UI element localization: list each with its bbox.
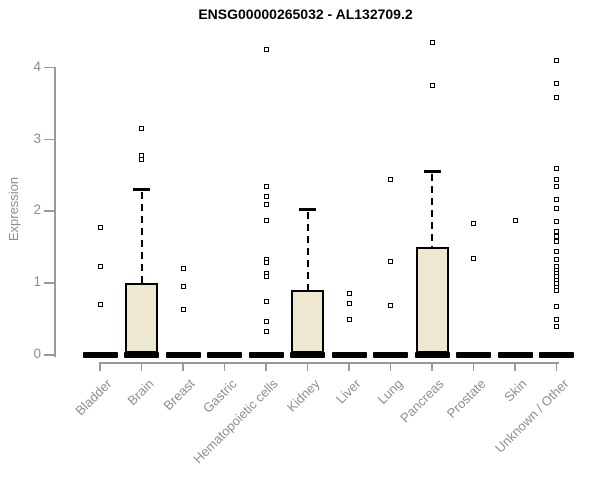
- outlier-point: [346, 300, 352, 306]
- median-bar-unknown-other: [539, 352, 574, 358]
- median-bar-pancreas: [414, 352, 450, 358]
- outlier-point: [554, 304, 559, 310]
- outlier-point: [471, 221, 476, 227]
- median-bar-prostate: [456, 352, 491, 358]
- whisker-cap-brain: [133, 188, 150, 192]
- y-tick: [44, 138, 54, 141]
- x-tick: [472, 362, 474, 371]
- outlier-point: [263, 184, 269, 190]
- whisker-pancreas: [431, 173, 433, 248]
- x-tick: [99, 362, 101, 371]
- x-tick: [348, 362, 350, 371]
- outlier-point: [263, 274, 269, 280]
- outlier-point: [429, 40, 435, 46]
- outlier-point: [512, 217, 518, 223]
- outlier-point: [554, 239, 559, 245]
- median-bar-gastric: [207, 352, 242, 358]
- outlier-point: [97, 264, 103, 270]
- whisker-kidney: [306, 211, 309, 290]
- outlier-point: [180, 265, 186, 271]
- outlier-point: [554, 324, 559, 330]
- outlier-point: [97, 225, 103, 231]
- x-tick: [140, 362, 142, 371]
- outlier-point: [554, 165, 559, 171]
- outlier-point: [554, 257, 559, 262]
- outlier-point: [388, 259, 393, 265]
- outlier-point: [554, 317, 559, 323]
- outlier-point: [263, 217, 269, 223]
- median-bar-kidney: [290, 352, 325, 358]
- box-kidney: [291, 289, 324, 353]
- outlier-point: [263, 193, 269, 199]
- y-tick-label: 4: [33, 58, 41, 74]
- outlier-point: [554, 58, 559, 64]
- outlier-point: [263, 328, 269, 334]
- whisker-cap-kidney: [299, 208, 316, 212]
- x-tick: [182, 362, 184, 371]
- outlier-point: [263, 319, 269, 325]
- outlier-point: [180, 307, 186, 313]
- outlier-point: [471, 256, 476, 262]
- x-axis-line: [99, 362, 559, 364]
- outlier-point: [554, 249, 559, 255]
- y-tick: [44, 282, 54, 284]
- outlier-point: [346, 291, 352, 297]
- outlier-point: [139, 125, 144, 131]
- y-tick-label: 1: [33, 274, 41, 290]
- outlier-point: [554, 206, 559, 212]
- outlier-point: [180, 284, 186, 290]
- outlier-point: [554, 184, 559, 190]
- box-brain: [125, 283, 158, 353]
- y-axis-line: [53, 66, 56, 357]
- box-pancreas: [415, 247, 449, 353]
- whisker-cap-pancreas: [423, 170, 441, 174]
- chart-title: ENSG00000265032 - AL132709.2: [198, 6, 413, 22]
- x-tick: [514, 362, 516, 371]
- whisker-brain: [140, 191, 143, 284]
- y-tick: [44, 354, 54, 356]
- x-tick: [389, 362, 391, 371]
- outlier-point: [346, 317, 352, 323]
- outlier-point: [263, 47, 269, 53]
- median-bar-liver: [331, 352, 367, 358]
- outlier-point: [429, 83, 435, 89]
- outlier-point: [554, 229, 559, 234]
- x-tick: [265, 362, 267, 371]
- outlier-point: [554, 196, 559, 202]
- y-tick-label: 3: [33, 130, 41, 146]
- median-bar-brain: [124, 352, 159, 358]
- outlier-point: [554, 81, 559, 87]
- outlier-point: [388, 177, 393, 183]
- median-bar-hematopoietic-cells: [248, 352, 284, 358]
- median-bar-bladder: [82, 352, 118, 358]
- outlier-point: [554, 177, 559, 183]
- x-tick: [223, 362, 225, 371]
- outlier-point: [263, 259, 269, 265]
- outlier-point: [554, 218, 559, 224]
- outlier-point: [97, 301, 103, 307]
- median-bar-lung: [373, 352, 408, 358]
- y-tick-label: 2: [33, 202, 41, 218]
- outlier-point: [554, 95, 559, 101]
- y-tick: [44, 66, 54, 69]
- outlier-point: [263, 201, 269, 207]
- outlier-point: [139, 157, 144, 163]
- x-tick: [555, 362, 557, 371]
- outlier-point: [554, 234, 559, 240]
- outlier-point: [554, 287, 559, 293]
- outlier-point: [263, 298, 269, 304]
- median-bar-breast: [165, 352, 201, 358]
- y-tick: [44, 210, 54, 212]
- outlier-point: [388, 302, 393, 308]
- y-tick-label: 0: [33, 346, 41, 361]
- x-tick: [306, 362, 308, 371]
- x-tick: [431, 362, 433, 371]
- median-bar-skin: [497, 352, 533, 358]
